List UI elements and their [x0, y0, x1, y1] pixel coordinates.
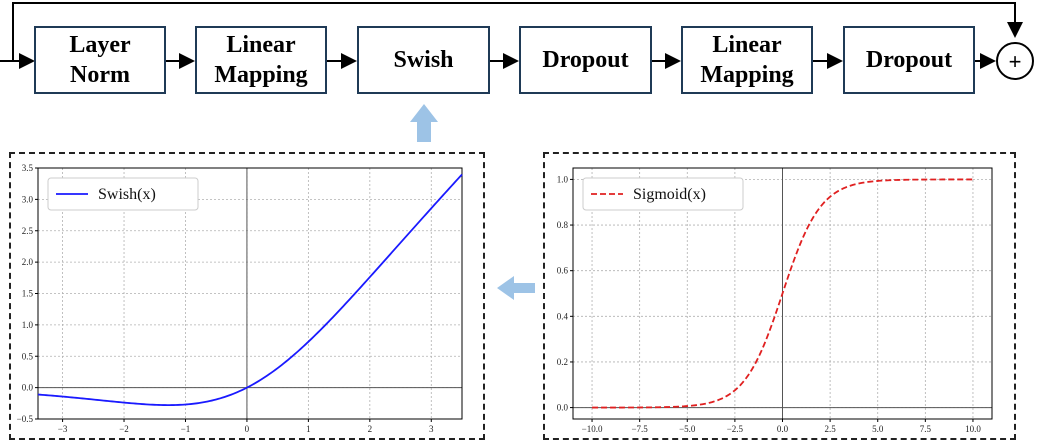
x-tick-label: 0 — [245, 424, 250, 434]
x-tick-label: 1 — [306, 424, 311, 434]
x-tick-label: −10.0 — [582, 424, 603, 434]
linear-mapping-block-1: Linear Mapping — [195, 26, 327, 94]
legend-box — [582, 177, 744, 211]
linear-mapping-block-2: Linear Mapping — [681, 26, 813, 94]
x-tick-label: −3 — [58, 424, 68, 434]
layer-norm-block: Layer Norm — [34, 26, 166, 94]
y-tick-label: 0.4 — [557, 311, 569, 321]
y-tick-label: 3.5 — [22, 163, 34, 173]
x-tick-label: 2.5 — [824, 424, 836, 434]
y-tick-label: 1.5 — [22, 289, 34, 299]
y-tick-label: 0.8 — [557, 220, 569, 230]
y-tick-label: 0.6 — [557, 266, 569, 276]
y-tick-label: 0.5 — [22, 351, 34, 361]
x-tick-label: −7.5 — [631, 424, 648, 434]
up-arrow-to-swish — [410, 104, 438, 142]
x-tick-label: 0.0 — [777, 424, 789, 434]
series-line-sigmoid — [592, 178, 973, 409]
legend-label: Sigmoid(x) — [633, 186, 706, 203]
dropout-block-2: Dropout — [843, 26, 975, 94]
x-tick-label: 7.5 — [920, 424, 932, 434]
sum-node — [996, 42, 1034, 80]
swish-block: Swish — [357, 26, 490, 94]
y-tick-label: 0.0 — [22, 383, 34, 393]
y-tick-label: 0.0 — [557, 403, 569, 413]
x-tick-label: −2 — [119, 424, 129, 434]
x-tick-label: 3 — [429, 424, 434, 434]
y-tick-label: 1.0 — [557, 174, 569, 184]
swish-plot-frame — [9, 152, 485, 440]
x-tick-label: −2.5 — [727, 424, 744, 434]
x-tick-label: 10.0 — [965, 424, 981, 434]
left-arrow-to-swish-plot — [497, 276, 535, 300]
x-tick-label: −5.0 — [679, 424, 696, 434]
dropout-block-1: Dropout — [519, 26, 652, 94]
y-tick-label: 0.2 — [557, 357, 568, 367]
x-tick-label: 5.0 — [872, 424, 884, 434]
legend-label: Swish(x) — [98, 186, 156, 203]
y-tick-label: −0.5 — [17, 414, 34, 424]
sum-symbol: + — [1009, 49, 1022, 74]
y-tick-label: 1.0 — [22, 320, 34, 330]
x-tick-label: 2 — [368, 424, 373, 434]
y-tick-label: 3.0 — [22, 194, 34, 204]
legend-box — [47, 177, 199, 211]
y-tick-label: 2.5 — [22, 226, 34, 236]
x-tick-label: −1 — [181, 424, 191, 434]
y-tick-label: 2.0 — [22, 257, 34, 267]
sigmoid-plot-frame — [543, 152, 1016, 440]
residual-skip-arrow — [12, 2, 1023, 61]
series-line-swish — [37, 173, 463, 406]
